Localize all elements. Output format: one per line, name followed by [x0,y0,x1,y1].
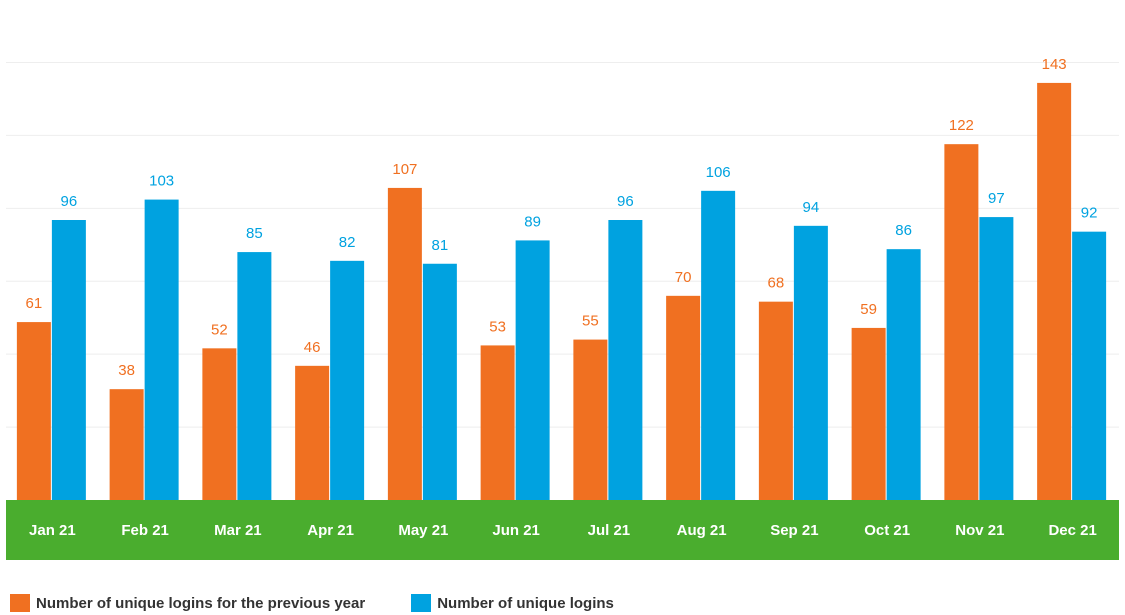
bar-previous-year [944,144,979,500]
bar-current [515,240,550,500]
bar-previous-year [851,327,886,500]
value-label-current: 81 [432,237,449,254]
value-label-current: 82 [339,234,356,251]
value-labels-group: 61 96 38 103 52 85 46 82 107 81 53 89 55 96 70 106 68 94 5… [26,56,1098,379]
x-tick-label: Jul 21 [588,522,631,539]
x-axis-band [6,500,1119,560]
legend: Number of unique logins for the previous… [10,594,660,612]
bar-current [237,252,272,500]
x-tick-label: Feb 21 [121,522,169,539]
value-label-current: 94 [803,199,820,216]
x-tick-label: Apr 21 [307,522,354,539]
bar-previous-year [387,187,422,500]
value-label-previous-year: 53 [489,318,506,335]
value-label-previous-year: 52 [211,321,228,338]
bar-previous-year [480,345,515,500]
value-label-previous-year: 38 [118,362,135,379]
bar-current [608,220,643,500]
bar-previous-year [758,301,793,500]
value-label-current: 89 [524,213,541,230]
legend-item-current: Number of unique logins [411,594,614,612]
bar-chart: 61 96 38 103 52 85 46 82 107 81 53 89 55 96 70 106 68 94 5… [6,56,1119,560]
bar-current [330,260,365,500]
value-label-previous-year: 59 [860,301,877,318]
value-label-previous-year: 61 [26,295,43,312]
bar-previous-year [295,365,330,500]
value-label-previous-year: 68 [768,275,785,292]
bars-group [16,82,1107,501]
bar-previous-year [202,348,237,500]
x-tick-label: Sep 21 [770,522,818,539]
bar-previous-year [1037,82,1072,501]
legend-item-previous-year: Number of unique logins for the previous… [10,594,365,612]
x-tick-label: Nov 21 [955,522,1004,539]
value-label-previous-year: 122 [949,117,974,134]
bar-previous-year [16,322,51,500]
grid-lines [6,62,1119,428]
x-tick-label: Mar 21 [214,522,262,539]
bar-current [701,190,736,501]
legend-label-current: Number of unique logins [437,594,614,612]
value-label-current: 92 [1081,205,1098,222]
x-tick-label: Oct 21 [864,522,910,539]
value-label-previous-year: 55 [582,313,599,330]
bar-current [51,220,86,500]
value-label-current: 96 [617,193,634,210]
value-label-previous-year: 46 [304,339,321,356]
value-label-current: 85 [246,225,263,242]
bar-current [144,199,179,501]
x-tick-label: Jan 21 [29,522,76,539]
bar-current [979,217,1014,501]
value-label-previous-year: 70 [675,269,692,286]
bar-current [886,249,921,500]
bar-previous-year [666,295,701,500]
value-label-previous-year: 107 [392,161,417,178]
value-label-current: 86 [895,222,912,239]
legend-swatch-previous-year [10,594,30,612]
bar-current [793,225,828,501]
legend-label-previous-year: Number of unique logins for the previous… [36,594,366,612]
x-tick-label: May 21 [398,522,448,539]
legend-swatch-current [411,594,432,612]
x-tick-label: Jun 21 [492,522,540,539]
bar-previous-year [109,389,144,500]
value-label-current: 103 [149,173,174,190]
x-tick-label: Aug 21 [677,522,727,539]
value-label-current: 106 [706,164,731,181]
value-label-current: 97 [988,190,1005,207]
value-label-previous-year: 143 [1042,56,1067,73]
bar-current [1072,231,1107,500]
x-axis-ticks: Jan 21 Feb 21 Mar 21 Apr 21 May 21 Jun 21 Jul … [29,522,1097,539]
bar-current [422,263,457,500]
bar-previous-year [573,339,608,500]
value-label-current: 96 [61,193,78,210]
x-tick-label: Dec 21 [1048,522,1096,539]
